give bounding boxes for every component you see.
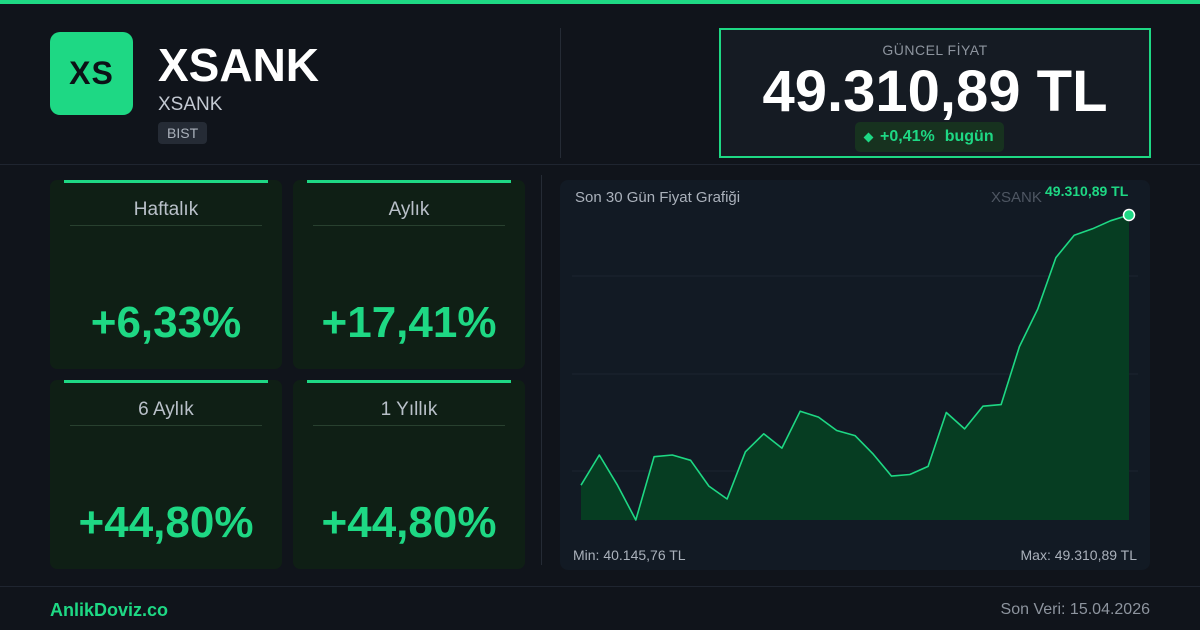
last-update-date: Son Veri: 15.04.2026 (1000, 601, 1150, 618)
period-card-title: 1 Yıllık (380, 399, 438, 420)
period-card-title: 6 Aylık (138, 399, 194, 420)
card-divider (70, 425, 262, 426)
chart-symbol: XSANK (991, 189, 1042, 206)
current-price-value: 49.310,89 TL (762, 59, 1108, 124)
period-card-title: Haftalık (133, 199, 199, 220)
daily-change-value: +0,41% (880, 128, 935, 145)
period-card-1-year: 1 Yıllık +44,80% (293, 380, 525, 569)
section-divider (541, 175, 542, 565)
accent-top-bar (0, 0, 1200, 4)
chart-last-price-label: 49.310,89 TL (1045, 183, 1129, 199)
price-chart-panel: Son 30 Gün Fiyat Grafiği XSANK 49.310,89… (560, 180, 1150, 570)
instrument-name: XSANK (158, 94, 223, 115)
price-chart (572, 208, 1138, 521)
period-card-change: +44,80% (321, 498, 497, 547)
period-card-monthly: Aylık +17,41% (293, 180, 525, 369)
period-card-title: Aylık (388, 199, 430, 220)
period-card-change: +44,80% (78, 498, 254, 547)
card-divider (313, 225, 505, 226)
footer: AnlikDoviz.co Son Veri: 15.04.2026 (0, 586, 1200, 630)
chart-min-label: Min: 40.145,76 TL (573, 547, 686, 563)
exchange-badge: BIST (158, 122, 208, 144)
ticker-logo: XS (50, 32, 133, 115)
daily-change-badge: +0,41% bugün (855, 122, 1004, 152)
period-card-change: +17,41% (321, 298, 497, 347)
period-card-6-month: 6 Aylık +44,80% (50, 380, 282, 569)
chart-last-point (1122, 208, 1136, 222)
period-card-change: +6,33% (90, 298, 242, 347)
chart-price-line (580, 214, 1130, 521)
brand-link[interactable]: AnlikDoviz.co (50, 600, 169, 620)
current-price-box: GÜNCEL FİYAT 49.310,89 TL +0,41% bugün (719, 28, 1151, 158)
chart-title: Son 30 Gün Fiyat Grafiği (575, 189, 741, 206)
daily-change-label: bugün (944, 128, 994, 145)
header: XS XSANK XSANK BIST GÜNCEL FİYAT 49.310,… (0, 4, 1200, 165)
up-diamond-icon (863, 132, 874, 142)
card-divider (313, 425, 505, 426)
current-price-label: GÜNCEL FİYAT (882, 42, 988, 58)
chart-area-fill (581, 215, 1129, 520)
period-card-weekly: Haftalık +6,33% (50, 180, 282, 369)
chart-max-label: Max: 49.310,89 TL (1020, 547, 1137, 563)
header-divider (560, 28, 561, 158)
ticker-symbol: XSANK (158, 39, 320, 91)
card-divider (70, 225, 262, 226)
